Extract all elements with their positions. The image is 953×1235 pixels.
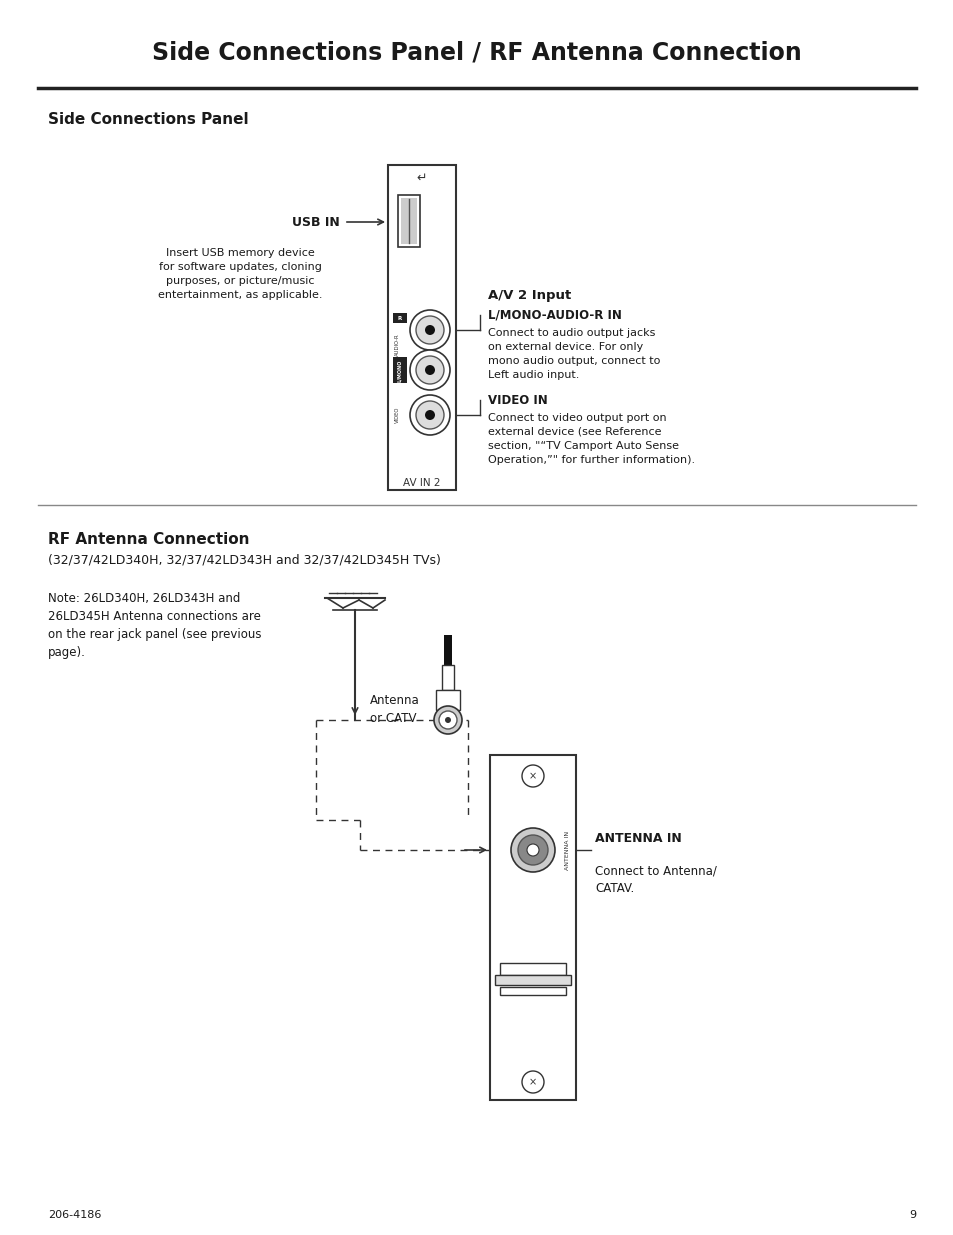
Text: 9: 9: [908, 1210, 915, 1220]
Text: Note: 26LD340H, 26LD343H and
26LD345H Antenna connections are
on the rear jack p: Note: 26LD340H, 26LD343H and 26LD345H An…: [48, 592, 261, 659]
Circle shape: [438, 711, 456, 729]
Bar: [393, 357, 407, 383]
Circle shape: [410, 395, 450, 435]
Text: Antenna
or CATV: Antenna or CATV: [370, 694, 419, 725]
Text: Connect to Antenna/
CATAV.: Connect to Antenna/ CATAV.: [595, 864, 716, 895]
Text: ↵: ↵: [416, 172, 427, 184]
Circle shape: [416, 316, 443, 345]
Bar: [499, 963, 565, 974]
Text: Connect to video output port on
external device (see Reference
section, "“TV Cam: Connect to video output port on external…: [488, 412, 695, 466]
Text: R: R: [397, 315, 402, 321]
Text: Connect to audio output jacks
on external device. For only
mono audio output, co: Connect to audio output jacks on externa…: [488, 329, 659, 380]
Circle shape: [424, 410, 435, 420]
Text: ANTENNA IN: ANTENNA IN: [565, 830, 570, 869]
Circle shape: [410, 350, 450, 390]
Bar: [393, 312, 407, 324]
Text: USB IN: USB IN: [292, 215, 339, 228]
Text: A/V 2 Input: A/V 2 Input: [488, 289, 571, 301]
Text: Side Connections Panel / RF Antenna Connection: Side Connections Panel / RF Antenna Conn…: [152, 40, 801, 64]
Circle shape: [416, 401, 443, 429]
Text: ANTENNA IN: ANTENNA IN: [595, 831, 681, 845]
Bar: [441, 664, 454, 690]
Circle shape: [410, 310, 450, 350]
Bar: [436, 690, 459, 710]
Circle shape: [416, 356, 443, 384]
Circle shape: [517, 835, 547, 864]
Circle shape: [424, 325, 435, 335]
Text: USB IN: USB IN: [402, 210, 407, 231]
Circle shape: [424, 366, 435, 375]
Text: VIDEO: VIDEO: [395, 406, 399, 424]
Text: RF Antenna Connection: RF Antenna Connection: [48, 532, 250, 547]
Circle shape: [511, 827, 555, 872]
Bar: [397, 195, 419, 247]
Bar: [443, 635, 452, 664]
Circle shape: [434, 706, 461, 734]
Text: 206-4186: 206-4186: [48, 1210, 101, 1220]
Bar: [499, 987, 565, 995]
Circle shape: [526, 844, 538, 856]
Bar: [400, 198, 416, 245]
Text: (32/37/42LD340H, 32/37/42LD343H and 32/37/42LD345H TVs): (32/37/42LD340H, 32/37/42LD343H and 32/3…: [48, 553, 440, 567]
Bar: [388, 165, 456, 490]
Circle shape: [521, 764, 543, 787]
Text: L/MONO-AUDIO-R IN: L/MONO-AUDIO-R IN: [488, 309, 621, 321]
Text: ×: ×: [528, 1077, 537, 1087]
Text: VIDEO IN: VIDEO IN: [488, 394, 547, 406]
Text: ×: ×: [528, 771, 537, 781]
Bar: [495, 974, 571, 986]
Text: Insert USB memory device
for software updates, cloning
purposes, or picture/musi: Insert USB memory device for software up…: [157, 248, 322, 300]
Text: Side Connections Panel: Side Connections Panel: [48, 112, 249, 127]
Circle shape: [444, 718, 451, 722]
Text: AUDIO-R: AUDIO-R: [395, 333, 399, 357]
Circle shape: [521, 1071, 543, 1093]
Text: L/MONO: L/MONO: [397, 359, 402, 382]
Bar: [490, 755, 576, 1100]
Text: AV IN 2: AV IN 2: [403, 478, 440, 488]
